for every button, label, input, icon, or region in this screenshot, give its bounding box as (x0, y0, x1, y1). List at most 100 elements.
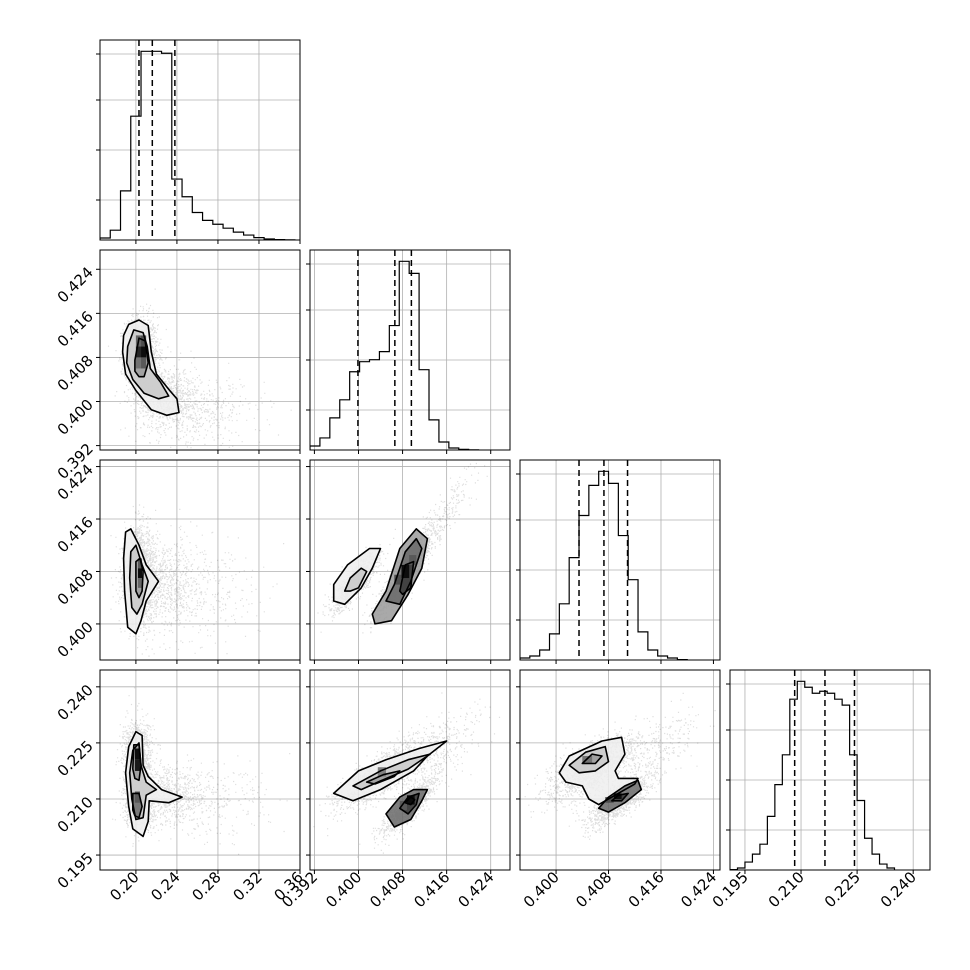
axes-frame (99, 249, 301, 451)
axes-frame (519, 669, 721, 871)
contour-line (128, 742, 158, 821)
sample-points (524, 692, 716, 840)
density-cell (406, 795, 415, 805)
scatter-panel-1-0 (99, 249, 301, 451)
scatter-panel-3-2 (519, 669, 721, 871)
contour-fill (344, 568, 367, 592)
contour-line (135, 557, 144, 599)
contour-line (343, 567, 368, 592)
y-tick-label: 0.400 (54, 618, 97, 661)
density-cell (134, 748, 140, 760)
scatter-panel-2-1 (309, 459, 511, 661)
panel-content (524, 692, 716, 840)
contour-line (404, 796, 416, 806)
y-tick-label: 0.408 (54, 566, 97, 609)
x-tick-label: 0.416 (625, 868, 668, 911)
x-tick-label: 0.20 (106, 868, 142, 904)
axes-frame (309, 249, 511, 451)
y-tick-label: 0.240 (54, 681, 97, 724)
axes-frame (729, 669, 931, 871)
density-cell (401, 564, 410, 579)
contour-line (332, 547, 382, 606)
panel-content (317, 460, 492, 634)
contour-line (568, 745, 610, 774)
histogram-step (730, 680, 896, 870)
contour-line (134, 337, 149, 378)
contour-line (398, 560, 415, 596)
x-tick-label: 0.28 (188, 868, 224, 904)
x-tick-label: 0.195 (709, 868, 752, 911)
x-tick-label: 0.424 (454, 868, 497, 911)
sample-points (313, 692, 501, 858)
contour-line (332, 740, 448, 802)
density-cell (135, 357, 142, 369)
contour-fill (366, 770, 400, 784)
axes-frame (99, 669, 301, 871)
x-tick-label: 0.400 (322, 868, 365, 911)
contour-line (558, 736, 639, 806)
y-tick-label: 0.416 (54, 513, 97, 556)
contour-line (385, 537, 423, 606)
y-tick-label: 0.408 (54, 352, 97, 395)
axes-frame (99, 39, 301, 241)
axes-frame (519, 459, 721, 661)
y-tick-label: 0.400 (54, 396, 97, 439)
histogram-step (100, 50, 296, 240)
density-cell (141, 357, 147, 369)
hist-panel-1 (306, 249, 511, 451)
scatter-panel-3-0 (99, 669, 301, 871)
panel-content (110, 504, 285, 657)
density-cell (135, 346, 142, 358)
sample-points (107, 288, 292, 449)
y-tick-label: 0.195 (54, 849, 97, 892)
contour-line (581, 753, 603, 765)
sample-points (317, 460, 492, 634)
density-cell (409, 555, 417, 565)
x-tick-label: 0.225 (821, 868, 864, 911)
density-cell (137, 568, 143, 579)
panel-content (107, 288, 292, 449)
density-cell (399, 800, 407, 811)
density-cell (377, 767, 387, 777)
contour-fill (559, 737, 638, 805)
contour-line (371, 528, 429, 625)
x-tick-label: 0.210 (765, 868, 808, 911)
contour-line (597, 779, 643, 813)
density-cell (605, 797, 614, 803)
axes-frame (309, 459, 511, 661)
contour-line (121, 319, 180, 417)
hist-panel-0 (96, 39, 301, 241)
panel-content (112, 687, 291, 855)
x-tick-label: 0.408 (572, 868, 615, 911)
density-cell (141, 346, 147, 358)
density-cell (134, 791, 140, 803)
axes-frame (309, 669, 511, 871)
x-tick-label: 0.24 (147, 868, 183, 904)
axes-frame (99, 459, 301, 661)
y-tick-label: 0.225 (54, 737, 97, 780)
contour-line (398, 792, 420, 815)
contour-line (132, 792, 143, 819)
contour-line (132, 743, 142, 782)
panel-content (313, 692, 501, 858)
x-tick-label: 0.32 (229, 868, 265, 904)
density-cell (137, 558, 143, 569)
hist-panel-2 (516, 459, 721, 661)
hist-panel-3 (726, 669, 931, 871)
contour-line (352, 753, 431, 791)
contour-line (365, 770, 401, 785)
contour-line (610, 792, 630, 802)
y-tick-label: 0.416 (54, 307, 97, 350)
density-cell (134, 759, 140, 771)
x-tick-label: 0.408 (366, 868, 409, 911)
scatter-panel-2-0 (99, 459, 301, 661)
contour-line (385, 788, 429, 828)
y-tick-label: 0.210 (54, 793, 97, 836)
x-tick-label: 0.240 (877, 868, 920, 911)
density-cell (394, 574, 402, 585)
density-cell (137, 578, 143, 588)
x-tick-label: 0.400 (520, 868, 563, 911)
contour-line (125, 329, 170, 400)
contour-line (122, 528, 160, 635)
